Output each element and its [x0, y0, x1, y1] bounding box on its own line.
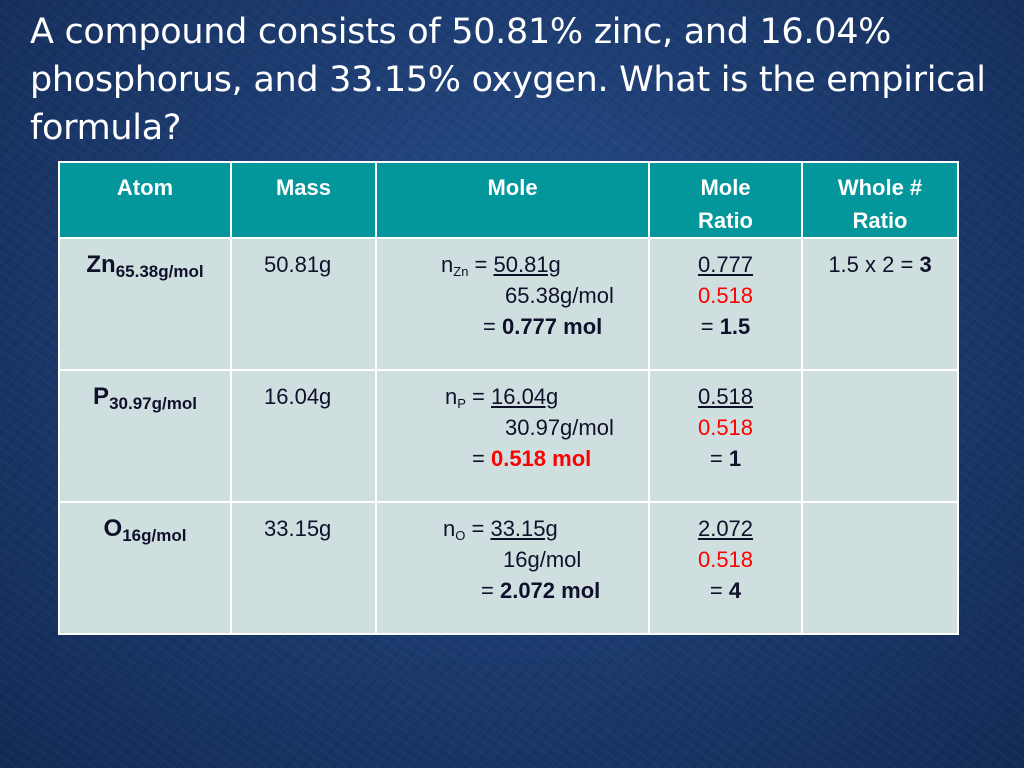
mole-result: = 0.777 mol	[483, 314, 603, 339]
element-symbol: P	[93, 383, 110, 410]
element-symbol: Zn	[86, 251, 116, 278]
mole-denominator: 30.97g/mol	[505, 415, 614, 440]
mass-cell: 16.04g	[230, 369, 377, 503]
mole-equation: nZn = 50.81g	[441, 252, 561, 279]
ratio-cell: 2.072 0.518 = 4	[648, 501, 803, 635]
ratio-denominator: 0.518	[697, 415, 754, 440]
ratio-cell: 0.777 0.518 = 1.5	[648, 237, 803, 371]
whole-ratio-cell: 1.5 x 2 = 3	[801, 237, 959, 371]
mole-numerator: 16.04g	[491, 384, 559, 409]
question-title: A compound consists of 50.81% zinc, and …	[30, 12, 986, 148]
table-row-zn: Zn65.38g/mol 50.81g nZn = 50.81g 65.38g/…	[58, 237, 959, 371]
element-symbol: O	[103, 515, 123, 542]
atom-cell: Zn65.38g/mol	[58, 237, 232, 371]
ratio-numerator: 0.777	[697, 252, 754, 277]
mole-equation: nO = 33.15g	[443, 516, 558, 543]
ratio-numerator: 2.072	[697, 516, 754, 541]
table-row-o: O16g/mol 33.15g nO = 33.15g 16g/mol = 2.…	[58, 501, 959, 635]
mole-equation: nP = 16.04g	[445, 384, 559, 411]
ratio-result: = 1	[709, 446, 742, 471]
header-atom: Atom	[58, 161, 232, 239]
atom-cell: P30.97g/mol	[58, 369, 232, 503]
empirical-formula-table: Atom Mass Mole Mole Ratio Whole # Ratio Zn…	[58, 161, 959, 635]
table-row-p: P30.97g/mol 16.04g nP = 16.04g 30.97g/mo…	[58, 369, 959, 503]
mole-denominator: 65.38g/mol	[505, 283, 614, 308]
whole-ratio-cell	[801, 501, 959, 635]
header-whole-ratio: Whole # Ratio	[801, 161, 959, 239]
ratio-cell: 0.518 0.518 = 1	[648, 369, 803, 503]
header-mole: Mole	[375, 161, 650, 239]
mole-result: = 2.072 mol	[481, 578, 601, 603]
molar-mass: 65.38g/mol	[115, 262, 204, 281]
ratio-numerator: 0.518	[697, 384, 754, 409]
table-header-row: Atom Mass Mole Mole Ratio Whole # Ratio	[58, 161, 959, 239]
mole-cell: nO = 33.15g 16g/mol = 2.072 mol	[375, 501, 650, 635]
ratio-result: = 4	[709, 578, 742, 603]
header-mole-ratio: Mole Ratio	[648, 161, 803, 239]
mole-result: = 0.518 mol	[472, 446, 592, 471]
mole-cell: nP = 16.04g 30.97g/mol = 0.518 mol	[375, 369, 650, 503]
mole-numerator: 50.81g	[493, 252, 561, 277]
mole-denominator: 16g/mol	[503, 547, 582, 572]
ratio-denominator: 0.518	[697, 547, 754, 572]
atom-cell: O16g/mol	[58, 501, 232, 635]
ratio-denominator: 0.518	[697, 283, 754, 308]
whole-ratio-cell	[801, 369, 959, 503]
molar-mass: 16g/mol	[122, 526, 187, 545]
header-mass: Mass	[230, 161, 377, 239]
ratio-result: = 1.5	[700, 314, 751, 339]
mass-cell: 33.15g	[230, 501, 377, 635]
mole-cell: nZn = 50.81g 65.38g/mol = 0.777 mol	[375, 237, 650, 371]
mass-cell: 50.81g	[230, 237, 377, 371]
mole-numerator: 33.15g	[490, 516, 558, 541]
molar-mass: 30.97g/mol	[109, 394, 197, 413]
